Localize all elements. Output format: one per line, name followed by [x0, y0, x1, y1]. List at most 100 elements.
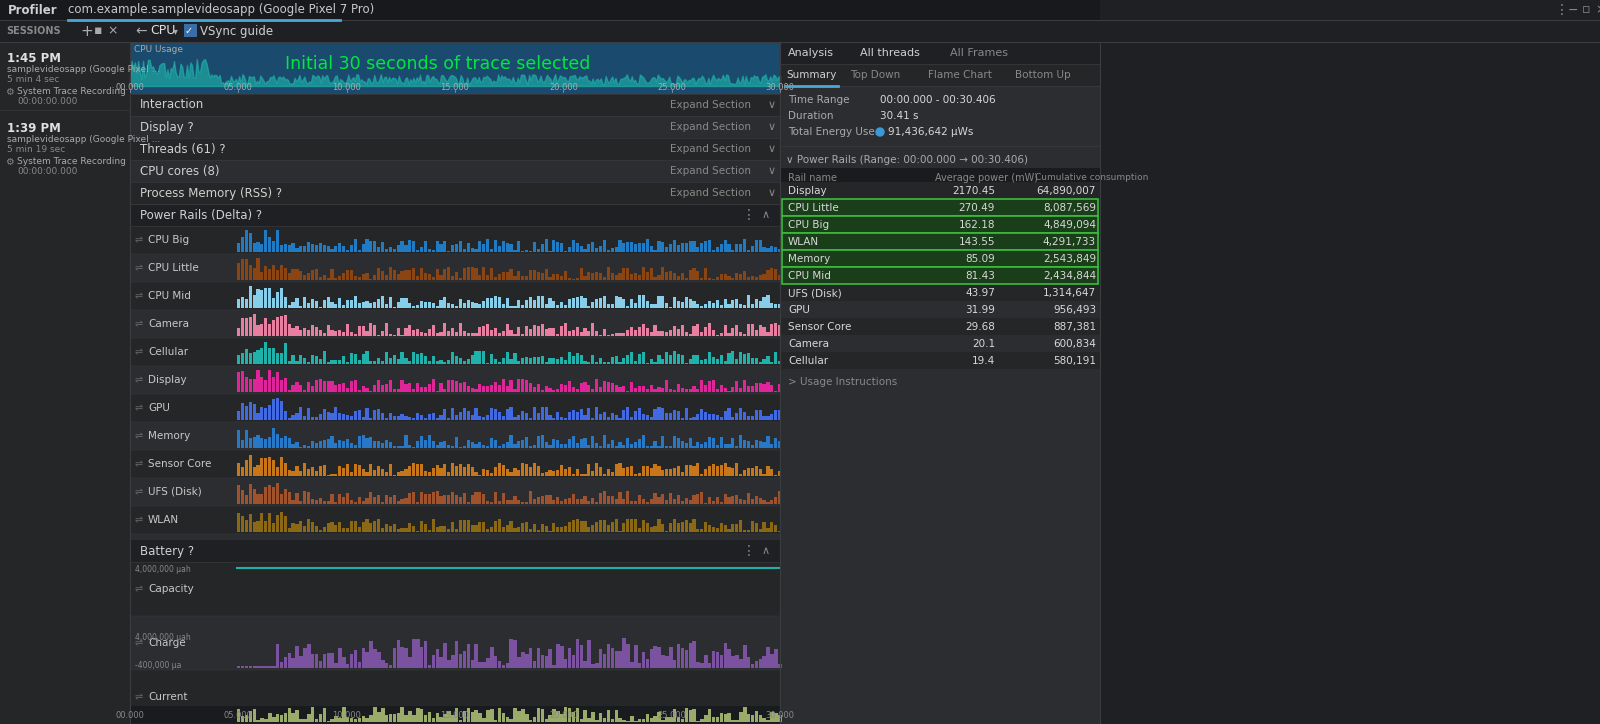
- Bar: [386, 524, 389, 532]
- Bar: [482, 267, 485, 280]
- Bar: [256, 290, 259, 308]
- Bar: [242, 715, 245, 722]
- Bar: [299, 471, 302, 476]
- Bar: [397, 529, 400, 532]
- Bar: [502, 379, 506, 392]
- Bar: [275, 467, 278, 476]
- Bar: [358, 361, 362, 364]
- Bar: [365, 301, 368, 308]
- Bar: [630, 662, 634, 668]
- Bar: [723, 240, 726, 252]
- Bar: [419, 300, 422, 308]
- Bar: [315, 356, 318, 364]
- Bar: [630, 501, 634, 504]
- Text: 4,291,733: 4,291,733: [1043, 237, 1096, 247]
- Bar: [603, 654, 606, 668]
- Text: 29.68: 29.68: [965, 322, 995, 332]
- Bar: [715, 497, 718, 504]
- Bar: [680, 501, 683, 504]
- Bar: [541, 710, 544, 722]
- Bar: [720, 274, 723, 280]
- Bar: [584, 298, 587, 308]
- Bar: [378, 441, 381, 448]
- Bar: [334, 384, 338, 392]
- Bar: [310, 707, 315, 722]
- Bar: [770, 362, 773, 364]
- Bar: [755, 712, 758, 722]
- Bar: [603, 382, 606, 392]
- Bar: [584, 248, 587, 252]
- Bar: [742, 354, 746, 364]
- Bar: [774, 475, 778, 476]
- Bar: [720, 466, 723, 476]
- Bar: [419, 492, 422, 504]
- Text: 20.1: 20.1: [971, 339, 995, 349]
- Bar: [514, 306, 517, 308]
- Bar: [696, 271, 699, 280]
- Bar: [275, 317, 278, 336]
- Bar: [650, 359, 653, 364]
- Bar: [392, 494, 395, 504]
- Bar: [661, 332, 664, 336]
- Bar: [552, 390, 555, 392]
- Bar: [392, 249, 395, 252]
- Bar: [443, 644, 446, 668]
- Bar: [603, 362, 606, 364]
- Bar: [701, 663, 704, 668]
- Bar: [318, 530, 322, 532]
- Bar: [451, 463, 454, 476]
- Bar: [378, 466, 381, 476]
- Bar: [358, 390, 362, 392]
- Bar: [707, 662, 712, 668]
- Bar: [715, 360, 718, 364]
- Bar: [470, 415, 474, 420]
- Bar: [736, 524, 738, 532]
- Bar: [506, 500, 509, 504]
- Bar: [451, 380, 454, 392]
- Bar: [595, 300, 598, 308]
- Text: 2,434,844: 2,434,844: [1043, 271, 1096, 281]
- Bar: [778, 531, 781, 532]
- Bar: [443, 389, 446, 392]
- Bar: [451, 446, 454, 448]
- Bar: [432, 303, 435, 308]
- Bar: [315, 719, 318, 722]
- Bar: [245, 259, 248, 280]
- Bar: [392, 474, 395, 476]
- Bar: [715, 300, 718, 308]
- Bar: [478, 240, 482, 252]
- Bar: [723, 274, 726, 280]
- Bar: [630, 382, 634, 392]
- Bar: [326, 653, 330, 668]
- Bar: [435, 527, 438, 532]
- Bar: [400, 272, 403, 280]
- Bar: [264, 266, 267, 280]
- Bar: [462, 467, 466, 476]
- Bar: [275, 371, 278, 392]
- Bar: [486, 324, 490, 336]
- Bar: [242, 489, 245, 504]
- Bar: [514, 353, 517, 364]
- Bar: [677, 276, 680, 280]
- Bar: [446, 473, 450, 476]
- Bar: [381, 385, 384, 392]
- Bar: [522, 523, 525, 532]
- Text: > Usage Instructions: > Usage Instructions: [787, 377, 898, 387]
- Bar: [440, 383, 443, 392]
- Bar: [533, 662, 536, 668]
- Bar: [237, 263, 240, 280]
- Bar: [560, 715, 563, 722]
- Bar: [646, 714, 650, 722]
- Bar: [536, 497, 539, 504]
- Bar: [416, 707, 419, 722]
- Bar: [704, 522, 707, 532]
- Bar: [630, 299, 634, 308]
- Text: 25.000: 25.000: [658, 710, 686, 720]
- Bar: [435, 466, 438, 476]
- Bar: [400, 334, 403, 336]
- Bar: [552, 358, 555, 364]
- Bar: [688, 299, 691, 308]
- Bar: [571, 410, 574, 420]
- Bar: [680, 243, 683, 252]
- Text: Flame Chart: Flame Chart: [928, 70, 992, 80]
